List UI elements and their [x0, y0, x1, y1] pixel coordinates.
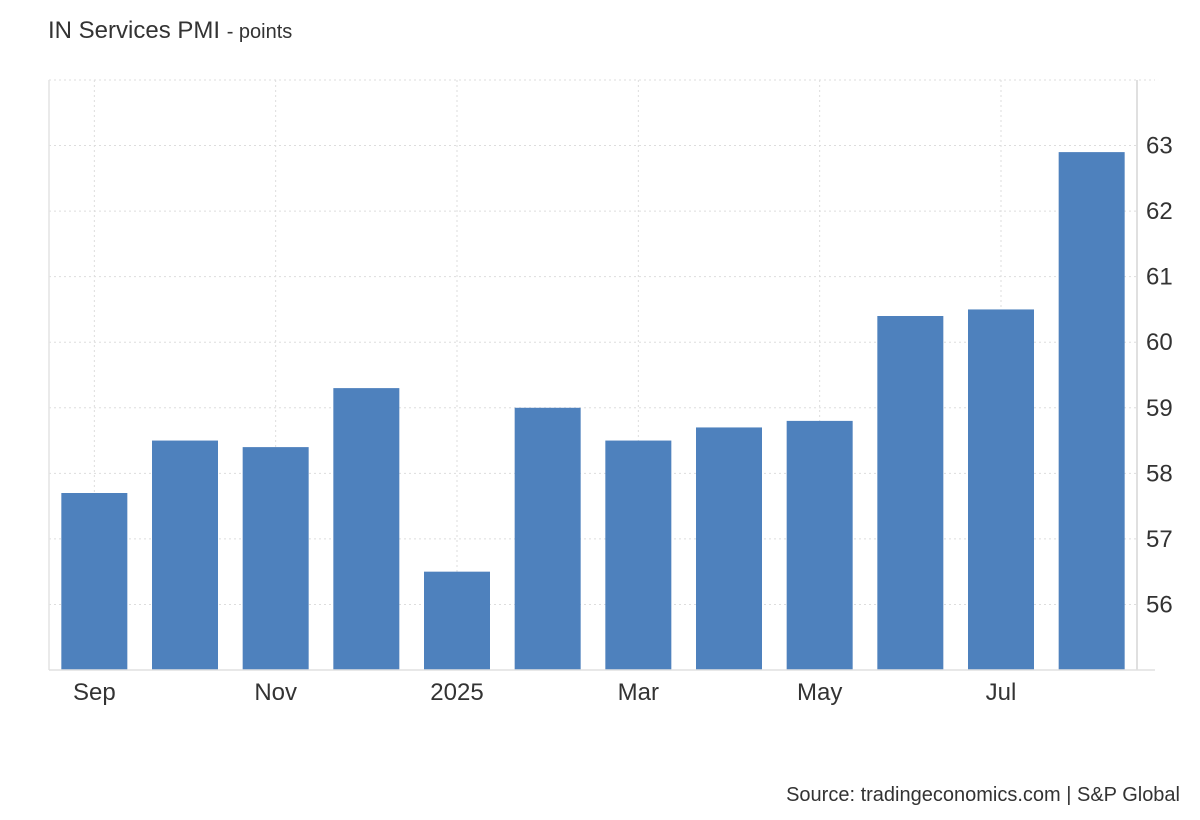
- bar-sep: [61, 493, 128, 670]
- bar-feb: [514, 407, 581, 670]
- x-tick-label: May: [797, 679, 842, 706]
- y-tick-label: 59: [1146, 395, 1173, 422]
- title-text: IN Services PMI: [48, 17, 221, 44]
- bar-oct: [152, 440, 218, 670]
- x-tick-label: Nov: [254, 679, 297, 706]
- bar-mar: [605, 440, 672, 670]
- unit-label: - points: [226, 21, 293, 43]
- y-tick-label: 57: [1146, 526, 1173, 553]
- y-tick-label: 58: [1146, 460, 1173, 487]
- x-tick-labels: Sep Nov 2025 Mar May Jul: [73, 679, 1016, 706]
- x-tick-label: 2025: [430, 679, 483, 706]
- bar-aug: [1058, 152, 1125, 671]
- bar-dec: [333, 388, 400, 670]
- y-tick-label: 56: [1146, 591, 1173, 618]
- bar-2025: [424, 571, 490, 670]
- y-tick-label: 62: [1146, 198, 1173, 225]
- chart-title: IN Services PMI - points: [48, 17, 292, 45]
- y-tick-label: 61: [1146, 264, 1173, 291]
- x-tick-label: Jul: [986, 679, 1017, 706]
- y-tick-label: 63: [1146, 133, 1173, 160]
- bars: [61, 152, 1125, 671]
- x-tick-label: Sep: [73, 679, 116, 706]
- bar-nov: [242, 447, 309, 670]
- axes: [48, 80, 1155, 671]
- source-note: Source: tradingeconomics.com | S&P Globa…: [786, 784, 1180, 806]
- bar-apr: [696, 427, 762, 670]
- bar-jun: [877, 316, 944, 670]
- bar-may: [786, 420, 853, 670]
- y-tick-labels: 56 57 58 59 60 61 62 63: [1146, 133, 1173, 619]
- horizontal-gridlines: [49, 79, 1155, 605]
- x-tick-label: Mar: [618, 679, 659, 706]
- bar-jul: [968, 309, 1034, 670]
- y-tick-label: 60: [1146, 329, 1173, 356]
